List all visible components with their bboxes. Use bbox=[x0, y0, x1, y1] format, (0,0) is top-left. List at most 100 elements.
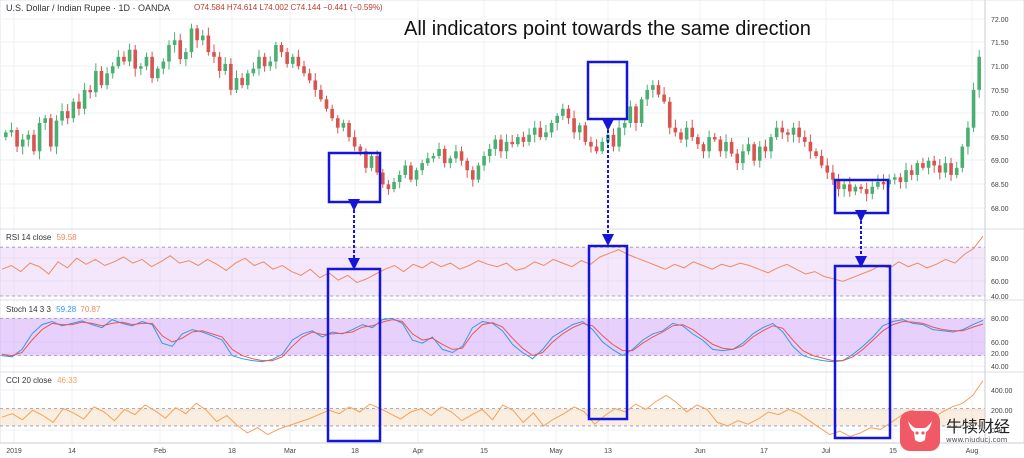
candle-body bbox=[932, 160, 936, 166]
candle-body bbox=[583, 125, 588, 142]
candle-body bbox=[589, 141, 593, 147]
candle-body bbox=[324, 99, 329, 109]
candle-body bbox=[178, 40, 183, 60]
candle-body bbox=[330, 108, 334, 119]
candle-body bbox=[802, 137, 807, 142]
candle-body bbox=[926, 160, 931, 168]
y-tick-label: 80.00 bbox=[991, 316, 1009, 323]
candle-body bbox=[105, 73, 109, 86]
y-tick-label: 71.00 bbox=[991, 64, 1009, 71]
indicator-line-cci20close bbox=[1, 380, 984, 437]
candle-body bbox=[375, 156, 379, 173]
candle-body bbox=[673, 127, 678, 133]
candle-body bbox=[977, 56, 981, 90]
candle-body bbox=[847, 184, 852, 192]
candle-body bbox=[43, 118, 47, 123]
candle-body bbox=[538, 127, 543, 138]
candle-body bbox=[189, 28, 194, 53]
y-tick-label: 80.00 bbox=[991, 256, 1009, 263]
candle-body bbox=[763, 146, 768, 152]
candle-body bbox=[172, 40, 177, 45]
candle-body bbox=[712, 137, 717, 140]
candle-body bbox=[313, 80, 318, 90]
candle-body bbox=[279, 44, 284, 53]
candle-body bbox=[729, 141, 734, 154]
candle-body bbox=[49, 118, 53, 147]
candle-body bbox=[701, 144, 706, 152]
candle-body bbox=[448, 158, 453, 164]
y-tick-label: 40.00 bbox=[991, 364, 1009, 371]
indicator-band bbox=[0, 247, 985, 296]
candle-body bbox=[527, 134, 531, 142]
candle-body bbox=[634, 106, 638, 123]
watermark-url: www.niuducj.com bbox=[946, 436, 1008, 444]
candle-body bbox=[26, 134, 31, 140]
candle-body bbox=[718, 139, 723, 152]
candle-body bbox=[420, 163, 424, 171]
candle-body bbox=[223, 63, 228, 71]
candle-body bbox=[161, 61, 166, 69]
candle-body bbox=[780, 127, 785, 133]
candle-body bbox=[414, 170, 419, 180]
candle-body bbox=[341, 122, 346, 128]
y-tick-label: 60.00 bbox=[991, 279, 1009, 286]
candle-body bbox=[274, 44, 278, 62]
candle-body bbox=[403, 165, 408, 175]
bull-logo-icon bbox=[900, 411, 940, 451]
candle-body bbox=[369, 156, 374, 168]
rsi-value: 59.58 bbox=[56, 233, 77, 242]
x-tick-label: 13 bbox=[604, 448, 612, 455]
candle-body bbox=[380, 172, 385, 185]
candle-body bbox=[690, 127, 695, 138]
candle-body bbox=[431, 156, 436, 159]
candle-body bbox=[774, 127, 779, 138]
candle-body bbox=[544, 132, 548, 138]
x-tick-label: 15 bbox=[480, 448, 488, 455]
candle-body bbox=[9, 130, 14, 133]
stoch-legend: Stoch 14 3 3 59.28 70.87 bbox=[6, 305, 100, 314]
header-ohlc: O74.584 H74.614 L74.002 C74.144 −0.441 (… bbox=[194, 3, 383, 12]
rsi-title: RSI 14 close bbox=[6, 233, 52, 242]
candle-body bbox=[561, 108, 565, 116]
x-tick-label: Jun bbox=[694, 448, 705, 455]
cci-legend: CCI 20 close 46.33 bbox=[6, 376, 77, 385]
candle-body bbox=[622, 122, 627, 128]
candle-body bbox=[971, 89, 976, 128]
y-tick-label: 0.00 bbox=[991, 428, 1005, 435]
candle-body bbox=[651, 85, 655, 90]
candle-body bbox=[155, 68, 160, 79]
cci-title: CCI 20 close bbox=[6, 376, 52, 385]
candle-body bbox=[32, 134, 36, 152]
candle-body bbox=[915, 163, 920, 175]
candle-body bbox=[99, 70, 104, 86]
indicator-band bbox=[0, 408, 985, 426]
candle-body bbox=[302, 66, 306, 74]
candle-body bbox=[628, 106, 633, 123]
y-tick-label: 69.00 bbox=[991, 158, 1009, 165]
candle-body bbox=[572, 118, 576, 133]
candle-body bbox=[482, 156, 486, 166]
candle-body bbox=[549, 122, 554, 133]
candle-body bbox=[15, 130, 19, 147]
candle-body bbox=[465, 160, 469, 171]
y-tick-label: 68.00 bbox=[991, 206, 1009, 213]
candle-body bbox=[966, 127, 970, 147]
candle-body bbox=[909, 170, 914, 175]
candle-body bbox=[499, 139, 503, 152]
y-tick-label: 71.50 bbox=[991, 40, 1009, 47]
x-tick-label: May bbox=[549, 448, 563, 455]
candle-body bbox=[735, 153, 740, 164]
candle-body bbox=[139, 66, 143, 69]
y-tick-label: 400.00 bbox=[991, 388, 1013, 395]
candle-body bbox=[20, 139, 25, 147]
highlight-box bbox=[587, 244, 629, 421]
candle-body bbox=[662, 94, 666, 102]
x-tick-label: 14 bbox=[68, 448, 76, 455]
candle-body bbox=[127, 49, 132, 62]
x-tick-label: Jul bbox=[822, 448, 831, 455]
candle-body bbox=[510, 141, 514, 145]
candle-body bbox=[667, 101, 672, 128]
watermark-brand: 牛犊财经 bbox=[946, 417, 1011, 436]
candle-body bbox=[954, 167, 959, 175]
